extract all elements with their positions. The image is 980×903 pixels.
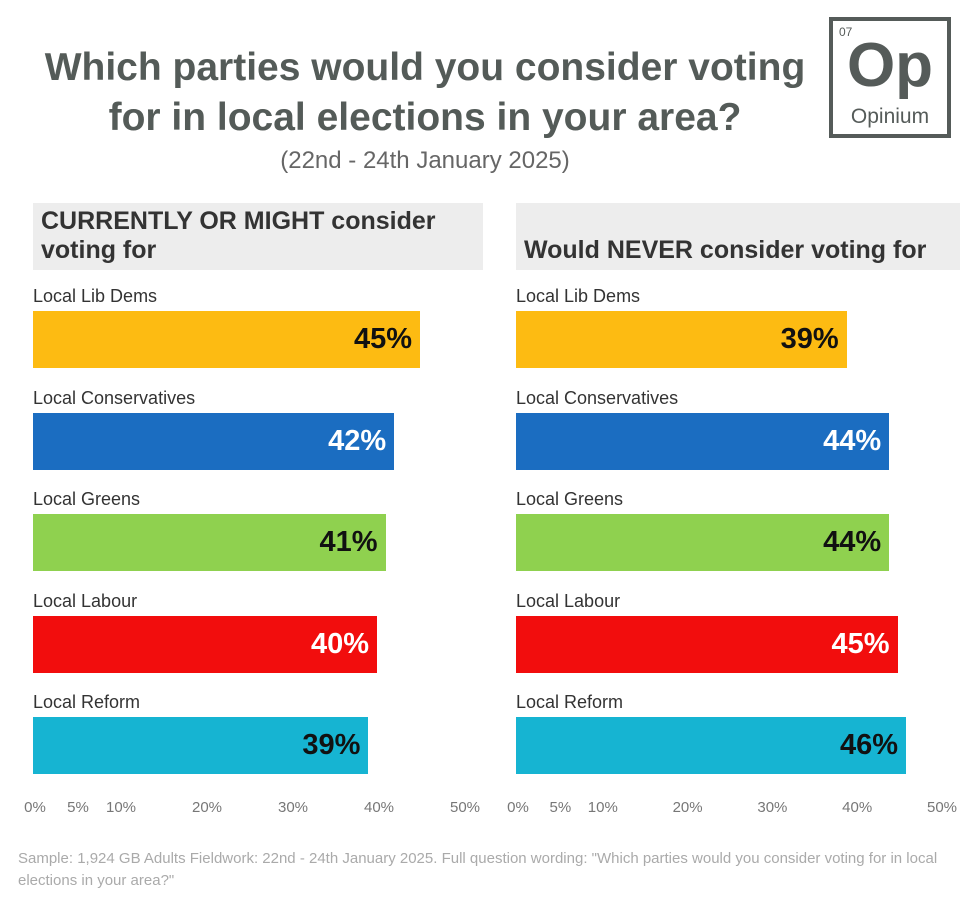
data-label: 39% xyxy=(780,323,839,355)
x-tick-label: 0% xyxy=(24,799,46,816)
bar: 39% xyxy=(516,311,847,368)
data-label: 45% xyxy=(831,627,890,660)
footer-note: Sample: 1,924 GB Adults Fieldwork: 22nd … xyxy=(18,850,938,889)
x-tick-label: 5% xyxy=(549,799,572,816)
panel-title-right: Would NEVER consider voting for xyxy=(516,203,960,270)
category-label: Local Labour xyxy=(33,590,138,611)
x-tick-label: 20% xyxy=(672,799,703,816)
x-tick-label: 10% xyxy=(587,799,618,816)
category-label: Local Conservatives xyxy=(516,387,679,408)
logo-number: 07 xyxy=(839,25,853,39)
bar: 42% xyxy=(33,412,395,470)
x-tick-label: 50% xyxy=(926,799,958,816)
data-label: 40% xyxy=(310,627,369,660)
panel-title-left: CURRENTLY OR MIGHT consider voting for xyxy=(33,203,483,270)
data-label: 46% xyxy=(840,729,899,761)
x-tick-label: 30% xyxy=(277,799,309,816)
x-tick-label: 40% xyxy=(363,799,395,816)
logo-symbol: Op xyxy=(846,31,934,100)
data-label: 42% xyxy=(328,424,387,457)
category-label: Local Greens xyxy=(33,489,141,509)
bar: 44% xyxy=(516,412,890,470)
bar: 46% xyxy=(516,717,907,774)
subtitle: (22nd - 24th January 2025) xyxy=(280,147,570,174)
data-label: 44% xyxy=(823,526,882,558)
category-label: Local Labour xyxy=(516,590,621,611)
category-label: Local Lib Dems xyxy=(516,286,641,306)
bar: 41% xyxy=(33,514,386,571)
data-label: 44% xyxy=(823,424,882,457)
category-label: Local Lib Dems xyxy=(33,286,158,306)
x-tick-label: 30% xyxy=(757,799,788,816)
data-label: 41% xyxy=(319,526,378,558)
data-label: 45% xyxy=(353,323,412,355)
category-label: Local Reform xyxy=(516,692,624,712)
opinium-logo: 07 Op Opinium xyxy=(829,17,951,138)
logo-name: Opinium xyxy=(850,105,930,128)
bar: 39% xyxy=(33,717,369,774)
category-label: Local Conservatives xyxy=(33,387,196,408)
bar: 45% xyxy=(33,311,420,368)
x-tick-label: 10% xyxy=(105,799,137,816)
title-line-2: for in local elections in your area? xyxy=(108,96,742,139)
x-tick-label: 5% xyxy=(67,799,89,816)
bar: 40% xyxy=(33,615,377,673)
data-label: 39% xyxy=(302,729,361,761)
bar: 45% xyxy=(516,615,898,673)
category-label: Local Greens xyxy=(516,489,624,509)
title-line-1: Which parties would you consider voting xyxy=(44,46,806,89)
category-label: Local Reform xyxy=(33,692,141,712)
x-tick-label: 0% xyxy=(507,799,529,816)
x-tick-label: 50% xyxy=(449,799,481,816)
x-tick-label: 20% xyxy=(191,799,223,816)
bar: 44% xyxy=(516,514,890,571)
x-tick-label: 40% xyxy=(842,799,873,816)
